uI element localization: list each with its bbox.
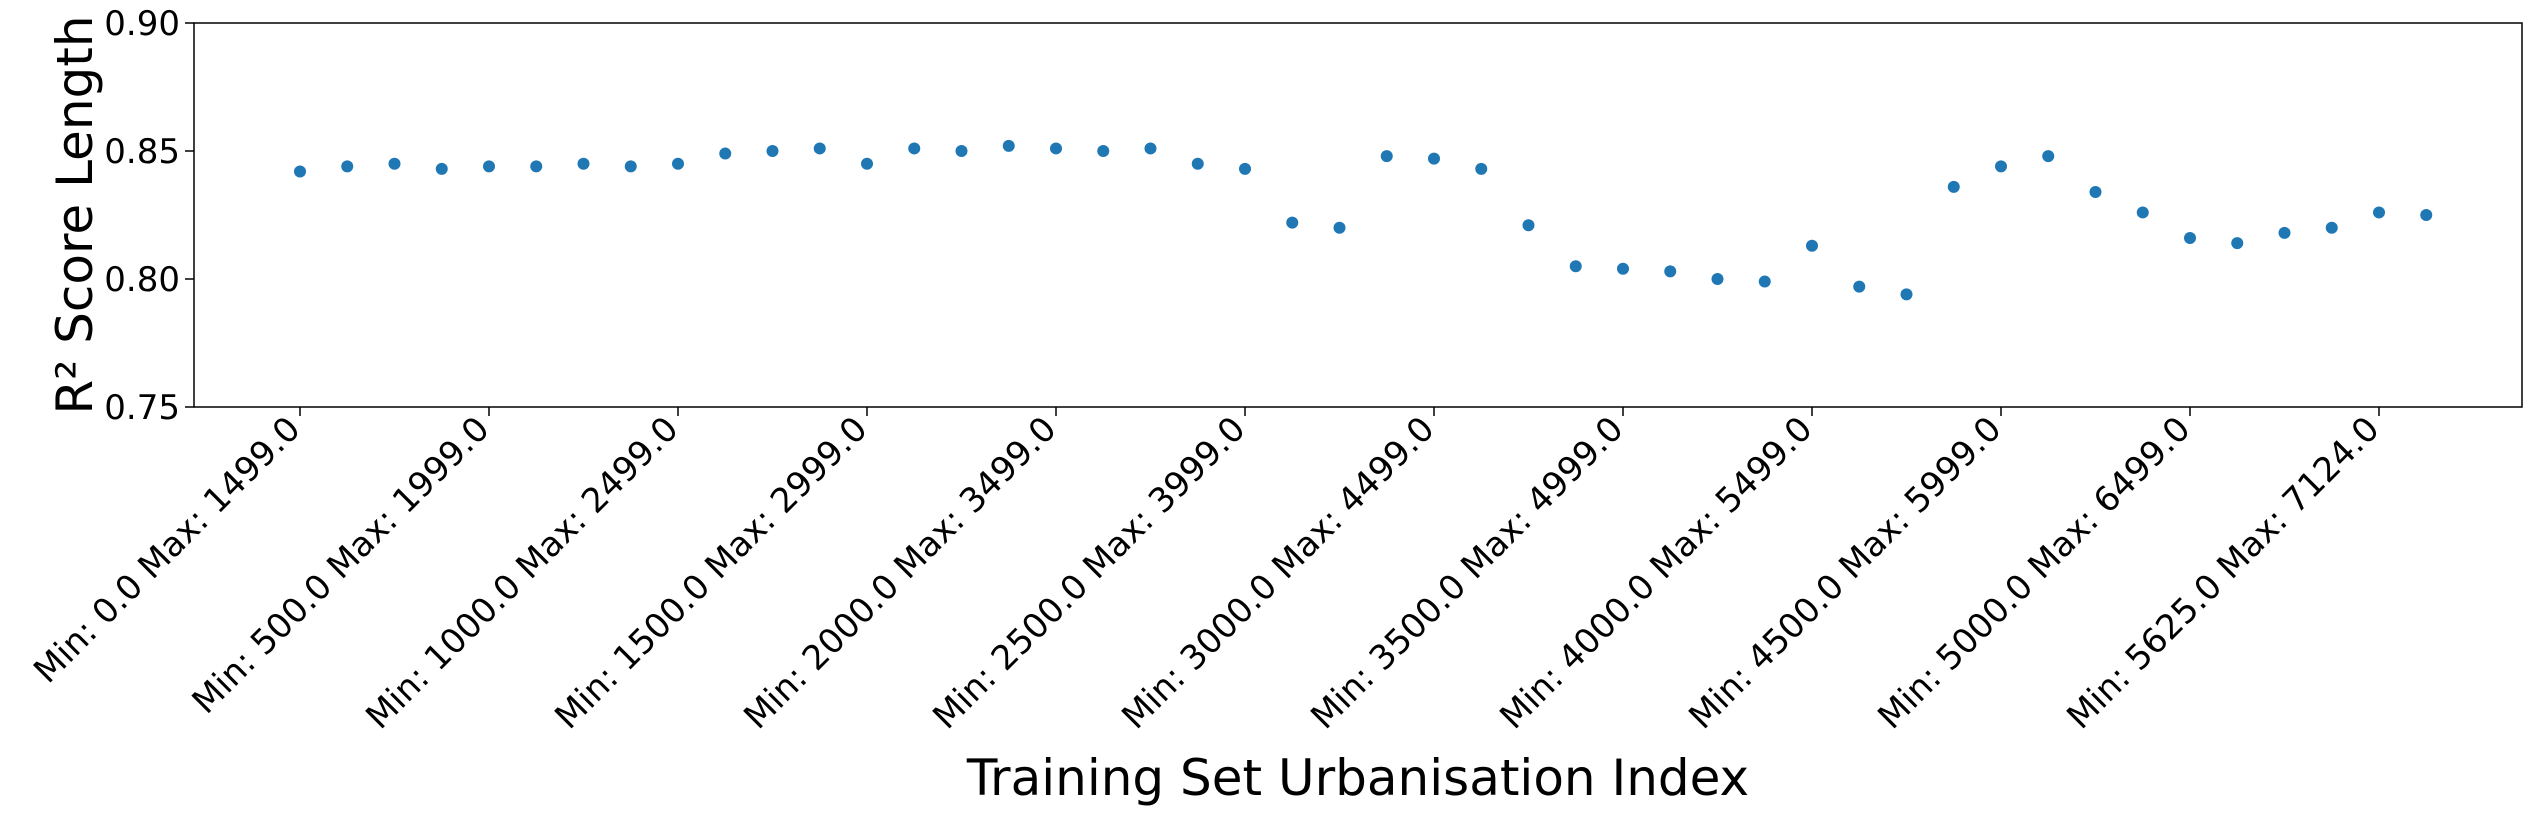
- y-axis: 0.75 0.80 0.85 0.90: [104, 4, 194, 428]
- x-axis-label: Training Set Urbanisation Index: [966, 749, 1749, 807]
- data-point: [1475, 162, 1488, 175]
- data-point: [1002, 139, 1015, 152]
- x-tick-label: Min: 3000.0 Max: 4499.0: [1114, 409, 1442, 737]
- data-point: [1522, 219, 1535, 232]
- x-tick-label: Min: 2000.0 Max: 3499.0: [736, 409, 1064, 737]
- data-point: [908, 142, 921, 155]
- data-point: [624, 160, 637, 173]
- data-point: [1806, 239, 1818, 252]
- x-tick-label: Min: 5625.0 Max: 7124.0: [2059, 409, 2387, 737]
- data-point: [577, 157, 590, 170]
- data-point: [2278, 226, 2291, 239]
- data-point: [388, 157, 401, 170]
- data-point: [813, 142, 826, 155]
- data-point: [1853, 280, 1866, 293]
- x-tick-label: Min: 1500.0 Max: 2999.0: [547, 409, 875, 737]
- data-point: [1380, 150, 1393, 163]
- data-point: [341, 160, 354, 173]
- data-points: [294, 139, 2433, 301]
- y-tick-label: 0.75: [104, 388, 180, 428]
- data-point: [2420, 209, 2433, 221]
- data-point: [766, 145, 779, 157]
- data-point: [2089, 185, 2102, 198]
- data-point: [1947, 180, 1960, 193]
- x-tick-label: Min: 4000.0 Max: 5499.0: [1492, 409, 1820, 737]
- data-point: [1711, 273, 1724, 285]
- data-point: [719, 147, 732, 160]
- data-point: [1144, 142, 1157, 155]
- data-point: [530, 160, 543, 173]
- y-tick-label: 0.90: [104, 4, 180, 44]
- data-point: [1333, 221, 1346, 234]
- data-point: [2042, 150, 2055, 163]
- data-point: [483, 160, 495, 173]
- plot-area: [193, 22, 2523, 408]
- data-point: [1617, 262, 1629, 275]
- data-point: [435, 162, 448, 175]
- data-point: [955, 145, 968, 157]
- data-point: [1239, 162, 1251, 175]
- data-point: [672, 157, 684, 170]
- y-axis-label: R² Score Length: [46, 15, 104, 414]
- x-tick-label: Min: 5000.0 Max: 6499.0: [1870, 409, 2198, 737]
- x-tick-label: Min: 2500.0 Max: 3999.0: [925, 409, 1253, 737]
- x-tick-label: Min: 500.0 Max: 1999.0: [185, 409, 498, 722]
- data-point: [1900, 288, 1913, 301]
- data-point: [1428, 152, 1440, 165]
- data-point: [2136, 206, 2149, 219]
- data-point: [2184, 232, 2196, 245]
- y-tick-label: 0.80: [104, 260, 180, 300]
- x-tick-label: Min: 3500.0 Max: 4999.0: [1303, 409, 1631, 737]
- data-point: [1191, 157, 1204, 170]
- data-point: [2325, 221, 2338, 234]
- data-point: [294, 165, 306, 178]
- data-point: [2231, 237, 2244, 250]
- data-point: [2373, 206, 2385, 219]
- x-tick-label: Min: 4500.0 Max: 5999.0: [1681, 409, 2009, 737]
- data-point: [1664, 265, 1677, 278]
- data-point: [1097, 145, 1110, 157]
- y-tick-label: 0.85: [104, 132, 180, 172]
- data-point: [1286, 216, 1299, 229]
- data-point: [1758, 275, 1771, 288]
- data-point: [1995, 160, 2007, 173]
- x-tick-label: Min: 1000.0 Max: 2499.0: [358, 409, 686, 737]
- data-point: [861, 157, 873, 170]
- data-point: [1050, 142, 1062, 155]
- data-point: [1569, 260, 1582, 273]
